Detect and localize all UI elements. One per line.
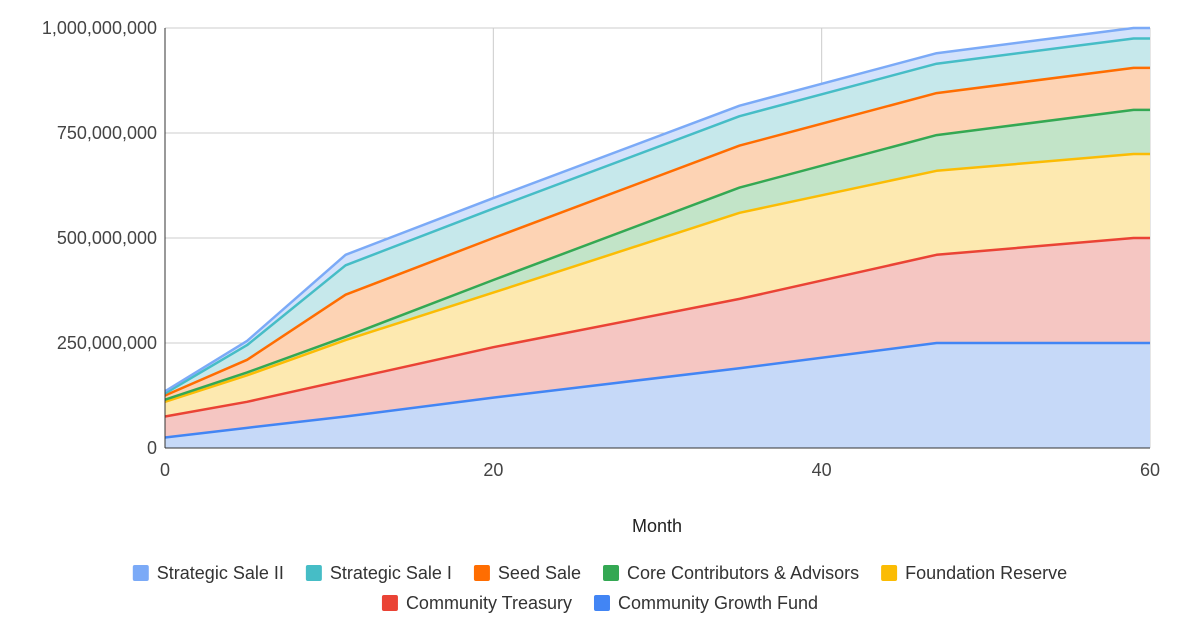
legend-label: Community Treasury bbox=[406, 593, 572, 613]
y-tick-label: 500,000,000 bbox=[57, 228, 157, 248]
legend-swatch bbox=[473, 565, 490, 581]
y-tick-label: 1,000,000,000 bbox=[42, 18, 157, 38]
x-tick-label: 0 bbox=[160, 460, 170, 480]
legend-item-community-treasury: Community Treasury bbox=[381, 593, 572, 613]
y-tick-label: 0 bbox=[147, 438, 157, 458]
line-strategic-sale-i bbox=[164, 37, 1150, 395]
legend-label: Community Growth Fund bbox=[618, 593, 818, 613]
line-core-contributors-advisors bbox=[164, 108, 1150, 401]
area-core-contributors-advisors bbox=[165, 109, 1150, 402]
area-strategic-sale-i bbox=[165, 38, 1150, 396]
legend: Strategic Sale II Strategic Sale I Seed Sa… bbox=[132, 563, 1067, 613]
area-community-treasury bbox=[165, 238, 1150, 438]
area-layer bbox=[165, 28, 1150, 448]
x-tick-label: 60 bbox=[1140, 460, 1160, 480]
line-community-growth-fund bbox=[164, 341, 1150, 439]
area-community-growth-fund bbox=[165, 343, 1150, 448]
x-tick-label: 40 bbox=[812, 460, 832, 480]
line-foundation-reserve bbox=[164, 152, 1150, 403]
legend-swatch bbox=[881, 565, 898, 581]
axes: 0 250,000,000 500,000,000 750,000,000 1,000,… bbox=[42, 18, 1160, 480]
legend-item-foundation-reserve: Foundation Reserve bbox=[881, 563, 1067, 583]
legend-item-community-growth-fund: Community Growth Fund bbox=[593, 593, 818, 613]
x-tick-label: 20 bbox=[483, 460, 503, 480]
legend-label: Strategic Sale I bbox=[330, 563, 452, 583]
legend-swatch bbox=[593, 595, 610, 611]
area-foundation-reserve bbox=[165, 154, 1150, 417]
area-seed-sale bbox=[165, 67, 1150, 400]
legend-label: Foundation Reserve bbox=[905, 563, 1067, 583]
line-strategic-sale-ii bbox=[164, 26, 1150, 393]
legend-item-strategic-sale-i: Strategic Sale I bbox=[305, 563, 452, 583]
line-community-treasury bbox=[164, 236, 1150, 418]
legend-swatch bbox=[603, 565, 620, 581]
legend-swatch bbox=[305, 565, 322, 581]
legend-swatch bbox=[132, 565, 149, 581]
legend-label: Strategic Sale II bbox=[157, 563, 284, 583]
legend-item-seed-sale: Seed Sale bbox=[473, 563, 581, 583]
y-tick-label: 750,000,000 bbox=[57, 123, 157, 143]
legend-label: Core Contributors & Advisors bbox=[627, 563, 859, 583]
legend-item-strategic-sale-ii: Strategic Sale II bbox=[132, 563, 284, 583]
x-axis-title: Month bbox=[632, 516, 682, 536]
legend-label: Seed Sale bbox=[498, 563, 581, 583]
y-tick-label: 250,000,000 bbox=[57, 333, 157, 353]
legend-item-core-contributors-advisors: Core Contributors & Advisors bbox=[603, 563, 859, 583]
line-layer bbox=[164, 26, 1150, 439]
line-seed-sale bbox=[164, 66, 1150, 397]
legend-swatch bbox=[381, 595, 398, 611]
